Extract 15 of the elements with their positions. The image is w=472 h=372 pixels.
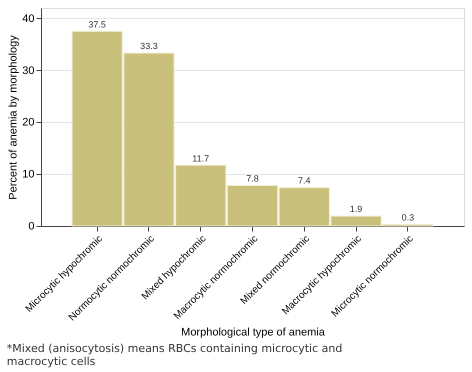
data-label: 7.4: [298, 176, 311, 186]
x-axis-title: Morphological type of anemia: [181, 326, 326, 339]
data-label: 0.3: [402, 212, 414, 222]
data-label: 1.9: [350, 204, 362, 214]
y-tick-label: 0: [28, 220, 34, 232]
y-tick-label: 20: [22, 116, 34, 129]
text: *Mixed (anisocytosis) means RBCs containing microcytic and macrocytic cells: [6, 342, 342, 368]
y-tick-label: 30: [22, 64, 34, 77]
data-label: 7.8: [246, 174, 259, 184]
data-label: 11.7: [192, 153, 210, 164]
y-axis-title: Percent of anemia by morphology: [7, 34, 20, 200]
data-label: 33.3: [140, 41, 158, 52]
data-label: 37.5: [88, 19, 106, 30]
y-tick-label: 10: [22, 168, 34, 181]
y-tick-label: 40: [22, 12, 34, 25]
